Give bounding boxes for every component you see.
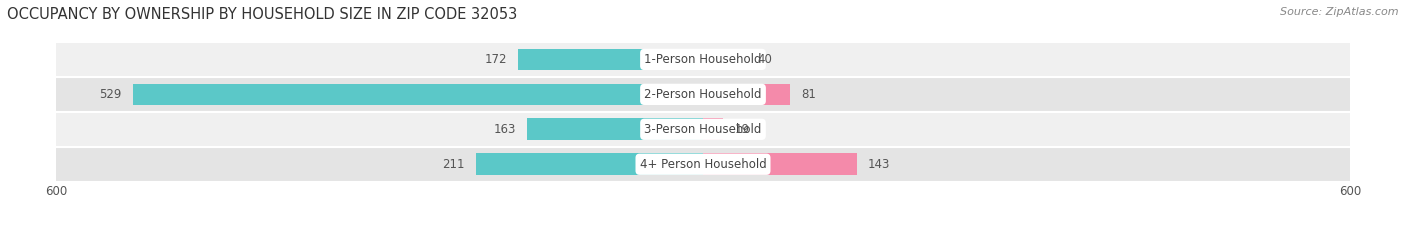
Text: 143: 143	[868, 158, 890, 171]
Bar	[56, 147, 1350, 182]
Bar	[475, 153, 703, 175]
Text: 172: 172	[484, 53, 506, 66]
Text: 81: 81	[801, 88, 815, 101]
Bar	[703, 118, 724, 140]
Bar	[703, 153, 858, 175]
Bar	[527, 118, 703, 140]
Bar	[703, 49, 747, 70]
Text: Source: ZipAtlas.com: Source: ZipAtlas.com	[1281, 7, 1399, 17]
Text: 2-Person Household: 2-Person Household	[644, 88, 762, 101]
Bar	[56, 42, 1350, 77]
Bar	[56, 77, 1350, 112]
Text: 163: 163	[494, 123, 516, 136]
Text: 1-Person Household: 1-Person Household	[644, 53, 762, 66]
Bar	[703, 83, 790, 105]
Bar	[517, 49, 703, 70]
Text: 3-Person Household: 3-Person Household	[644, 123, 762, 136]
Text: OCCUPANCY BY OWNERSHIP BY HOUSEHOLD SIZE IN ZIP CODE 32053: OCCUPANCY BY OWNERSHIP BY HOUSEHOLD SIZE…	[7, 7, 517, 22]
Text: 211: 211	[443, 158, 465, 171]
Text: 40: 40	[756, 53, 772, 66]
Text: 4+ Person Household: 4+ Person Household	[640, 158, 766, 171]
Text: 19: 19	[734, 123, 749, 136]
Bar	[56, 112, 1350, 147]
Bar	[132, 83, 703, 105]
Text: 529: 529	[100, 88, 122, 101]
